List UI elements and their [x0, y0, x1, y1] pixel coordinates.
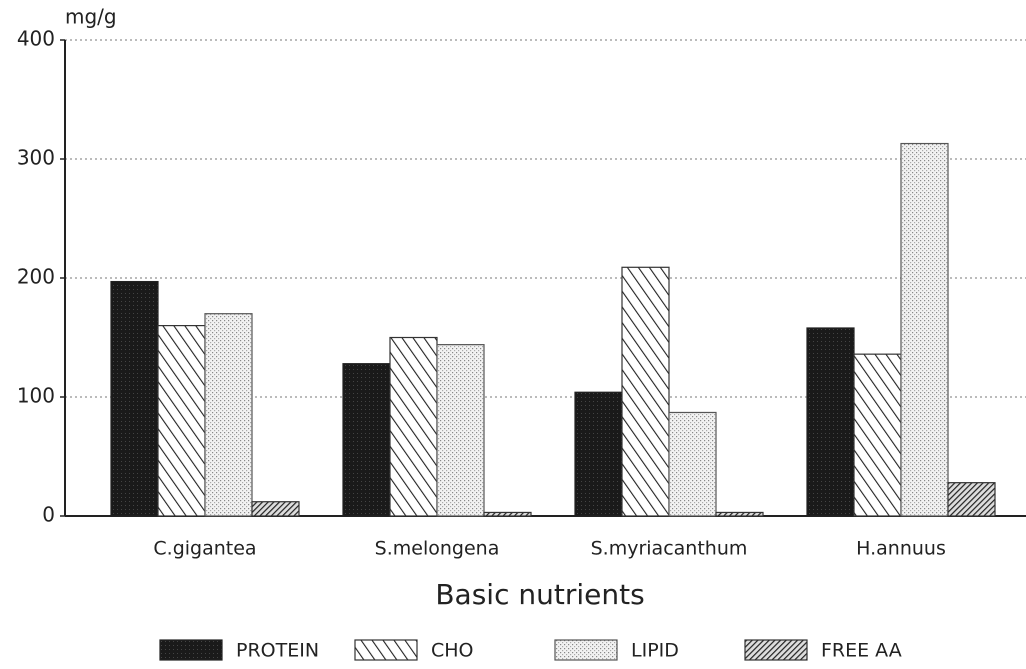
- bar: [251, 501, 300, 517]
- legend-label: PROTEIN: [236, 640, 319, 662]
- bar: [483, 511, 532, 517]
- legend-label: LIPID: [631, 640, 679, 662]
- bar: [668, 411, 717, 517]
- bar: [389, 336, 438, 517]
- x-tick-label: C.gigantea: [153, 538, 256, 560]
- bar: [342, 363, 391, 517]
- x-axis-label: Basic nutrients: [435, 578, 644, 611]
- y-tick-label: 200: [17, 265, 55, 289]
- bar: [574, 391, 623, 517]
- x-tick-label: H.annuus: [856, 538, 946, 560]
- bar: [947, 482, 996, 517]
- bar: [900, 142, 949, 517]
- bar: [853, 353, 902, 517]
- y-tick-label: 300: [17, 146, 55, 170]
- legend-label: CHO: [431, 640, 474, 662]
- legend-label: FREE AA: [821, 640, 902, 662]
- legend-swatch: [744, 639, 808, 661]
- legend-swatch: [554, 639, 618, 661]
- bar: [806, 327, 855, 517]
- x-tick-label: S.myriacanthum: [591, 538, 748, 560]
- x-tick-label: S.melongena: [375, 538, 500, 560]
- y-tick-label: 100: [17, 384, 55, 408]
- bar: [715, 511, 764, 517]
- y-tick-label: 400: [17, 27, 55, 51]
- bar: [204, 313, 253, 517]
- y-tick-label: 0: [42, 503, 55, 527]
- legend-swatch: [159, 639, 223, 661]
- bar: [436, 344, 485, 517]
- bar: [621, 266, 670, 517]
- bar: [110, 280, 159, 517]
- y-axis-label: mg/g: [65, 5, 117, 29]
- bar: [157, 325, 206, 517]
- legend-swatch: [354, 639, 418, 661]
